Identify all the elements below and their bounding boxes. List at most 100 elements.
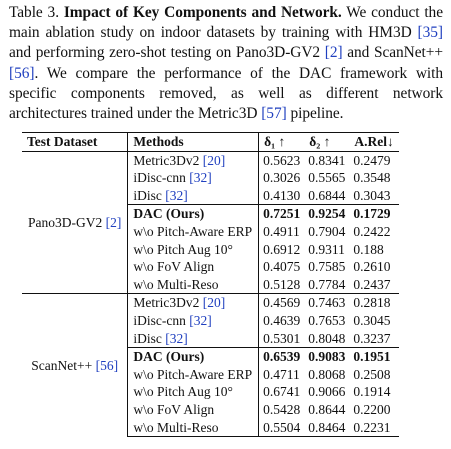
method-cell: iDisc-cnn [32] — [127, 169, 260, 187]
method-cell: iDisc [32] — [127, 329, 260, 348]
method-name: w\o Pitch Aug 10° — [133, 384, 233, 400]
arel-value: 0.2200 — [353, 401, 391, 417]
arel-value: 0.188 — [353, 241, 384, 257]
method-name: w\o Multi-Reso — [133, 419, 219, 435]
citation-link[interactable]: [32] — [165, 187, 188, 203]
caption-text: . We compare the performance of the DAC … — [9, 64, 443, 123]
arel-value: 0.1729 — [349, 204, 399, 223]
caption-text: pipeline. — [286, 105, 344, 123]
citation-link[interactable]: [35] — [417, 24, 444, 42]
method-name: iDisc-cnn — [133, 312, 186, 328]
dataset-cell: Pano3D-GV2 [2] — [22, 151, 129, 294]
method-cell: w\o Pitch Aug 10° — [127, 240, 260, 259]
delta1-value: 0.4911 — [263, 223, 300, 239]
delta1-value: 0.6741 — [263, 384, 301, 400]
delta1-value: 0.5428 — [263, 401, 301, 417]
method-name: iDisc — [133, 330, 162, 346]
method-name: w\o Pitch Aug 10° — [133, 241, 233, 257]
delta2-value: 0.7463 — [304, 293, 350, 312]
header-methods: Methods — [127, 132, 260, 152]
arel-value: 0.2422 — [353, 223, 391, 239]
delta1-value: 0.4711 — [263, 366, 300, 382]
delta1-value: 0.3026 — [263, 170, 301, 186]
citation-link[interactable]: [32] — [189, 312, 212, 328]
citation-link[interactable]: [32] — [165, 330, 188, 346]
caption-text: and ScanNet++ — [342, 44, 444, 62]
citation-link[interactable]: [20] — [202, 295, 226, 311]
table-row: iDisc [32] 0.5301 0.8048 0.3237 — [22, 329, 399, 348]
caption-text: and performing zero-shot testing on Pano… — [9, 44, 325, 62]
method-name: w\o Pitch-Aware ERP — [133, 366, 253, 382]
arel-value: 0.1914 — [353, 384, 391, 400]
method-cell: Metric3Dv2 [20] — [127, 151, 260, 170]
table-row: w\o Pitch Aug 10° 0.6912 0.9311 0.188 — [22, 240, 399, 259]
method-name: Metric3Dv2 — [133, 295, 200, 311]
citation-link[interactable]: [56] — [95, 357, 119, 373]
method-cell: w\o Pitch-Aware ERP — [127, 222, 260, 241]
ablation-table: Test Dataset Methods δ₁ ↑ δ₂ ↑ A.Rel↓ Pa… — [22, 132, 399, 438]
citation-link[interactable]: [57] — [261, 105, 287, 123]
method-cell: w\o Multi-Reso — [127, 418, 260, 438]
method-name: DAC (Ours) — [133, 349, 205, 365]
delta2-value: 0.9311 — [308, 241, 345, 257]
method-name: w\o Pitch-Aware ERP — [133, 223, 253, 239]
method-cell: Metric3Dv2 [20] — [127, 293, 260, 312]
method-cell: w\o Multi-Reso — [127, 275, 260, 294]
table-row: w\o Pitch-Aware ERP 0.4711 0.8068 0.2508 — [22, 365, 399, 384]
table-row: iDisc [32] 0.4130 0.6844 0.3043 — [22, 186, 399, 205]
method-cell: iDisc-cnn [32] — [127, 311, 260, 330]
table-row: DAC (Ours) 0.6539 0.9083 0.1951 — [22, 347, 399, 366]
citation-link[interactable]: [2] — [105, 214, 122, 230]
arel-value: 0.2508 — [353, 366, 391, 382]
table-body: Pano3D-GV2 [2] Metric3Dv2 [20] 0.5623 0.834… — [22, 151, 399, 438]
method-cell: DAC (Ours) — [127, 204, 260, 223]
method-cell: w\o Pitch Aug 10° — [127, 383, 260, 401]
arel-value: 0.1951 — [349, 347, 399, 366]
delta2-value: 0.8341 — [308, 152, 346, 168]
dataset-cell: ScanNet++ [56] — [22, 293, 129, 437]
delta1-value: 0.5623 — [263, 152, 301, 168]
delta2-value: 0.7784 — [308, 276, 346, 292]
caption-text: We conduct the main ablation study on in… — [9, 4, 443, 42]
method-cell: w\o Pitch-Aware ERP — [127, 365, 260, 384]
method-cell: w\o FoV Align — [127, 400, 260, 419]
method-name: w\o Multi-Reso — [133, 276, 219, 292]
delta1-value: 0.7251 — [258, 204, 305, 223]
delta2-value: 0.5565 — [308, 170, 346, 186]
citation-link[interactable]: [32] — [189, 170, 212, 186]
table-row: iDisc-cnn [32] 0.3026 0.5565 0.3548 — [22, 169, 399, 187]
delta2-value: 0.7585 — [308, 259, 346, 275]
delta2-value: 0.6844 — [308, 187, 346, 203]
header-delta1: δ₁ ↑ — [258, 132, 305, 152]
arel-value: 0.3237 — [353, 330, 391, 346]
dataset-name: Pano3D-GV2 — [28, 214, 103, 230]
arel-value: 0.3045 — [353, 312, 391, 328]
delta1-value: 0.6539 — [258, 347, 305, 366]
method-cell: DAC (Ours) — [127, 347, 260, 366]
table-row: w\o Multi-Reso 0.5504 0.8464 0.2231 — [22, 418, 399, 438]
dataset-name: ScanNet++ — [31, 357, 93, 373]
caption-label: Table 3. — [9, 4, 59, 21]
table-row: w\o Multi-Reso 0.5128 0.7784 0.2437 — [22, 275, 399, 294]
delta1-value: 0.5128 — [263, 276, 301, 292]
delta2-value: 0.9083 — [304, 347, 350, 366]
delta2-value: 0.9066 — [308, 384, 346, 400]
delta1-value: 0.4639 — [263, 312, 301, 328]
header-test-dataset: Test Dataset — [22, 132, 129, 152]
table-row: DAC (Ours) 0.7251 0.9254 0.1729 — [22, 204, 399, 223]
delta2-value: 0.9254 — [304, 204, 350, 223]
method-cell: iDisc [32] — [127, 186, 260, 205]
citation-link[interactable]: [2] — [324, 44, 343, 62]
arel-value: 0.2437 — [353, 276, 391, 292]
delta1-value: 0.5301 — [263, 330, 301, 346]
delta2-value: 0.8048 — [308, 330, 346, 346]
table-row: w\o FoV Align 0.4075 0.7585 0.2610 — [22, 258, 399, 276]
header-delta2: δ₂ ↑ — [304, 132, 350, 152]
arel-value: 0.2231 — [349, 418, 399, 438]
delta2-value: 0.7904 — [308, 223, 346, 239]
caption-title: Impact of Key Components and Network. — [63, 4, 342, 21]
citation-link[interactable]: [56] — [9, 64, 35, 82]
citation-link[interactable]: [20] — [202, 152, 226, 168]
arel-value: 0.2479 — [353, 152, 391, 168]
table-row: ScanNet++ [56] Metric3Dv2 [20] 0.4569 0.746… — [22, 293, 399, 437]
